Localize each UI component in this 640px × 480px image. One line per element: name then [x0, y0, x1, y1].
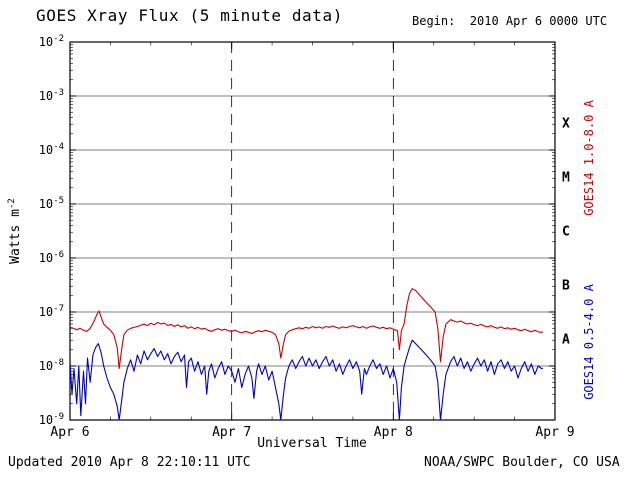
- flux-series-goes14-long: [69, 288, 544, 370]
- y-axis-label-exponent: -2: [6, 198, 17, 210]
- y-tick-label: 10-2: [39, 34, 64, 49]
- y-axis-label: Watts m-2: [7, 198, 23, 264]
- y-tick-label: 10-5: [39, 196, 64, 211]
- x-axis-label: Universal Time: [257, 436, 367, 451]
- begin-time-label: Begin: 2010 Apr 6 0000 UTC: [412, 14, 608, 28]
- flare-class-label: M: [562, 171, 570, 186]
- x-tick-label: Apr 8: [374, 425, 413, 440]
- x-tick-label: Apr 9: [535, 425, 574, 440]
- flare-class-label: X: [562, 117, 570, 132]
- x-tick-label: Apr 7: [212, 425, 251, 440]
- y-axis-label-text: Watts m: [8, 209, 24, 264]
- legend-goes14-short-channel: GOES14 0.5-4.0 A: [582, 284, 596, 400]
- y-tick-label: 10-6: [39, 250, 64, 265]
- y-tick-label: 10-7: [39, 304, 64, 319]
- flare-class-label: A: [562, 333, 570, 348]
- chart-title: GOES Xray Flux (5 minute data): [36, 6, 343, 25]
- legend-goes14-long-channel: GOES14 1.0-8.0 A: [582, 100, 596, 216]
- source-credit: NOAA/SWPC Boulder, CO USA: [424, 455, 620, 470]
- updated-timestamp: Updated 2010 Apr 8 22:10:11 UTC: [8, 455, 251, 470]
- y-tick-label: 10-3: [39, 88, 64, 103]
- y-tick-label: 10-4: [39, 142, 64, 157]
- flux-series-goes14-short: [69, 339, 543, 421]
- y-tick-label: 10-8: [39, 358, 64, 373]
- flare-class-label: B: [562, 279, 570, 294]
- x-tick-label: Apr 6: [50, 425, 89, 440]
- flare-class-label: C: [562, 225, 570, 240]
